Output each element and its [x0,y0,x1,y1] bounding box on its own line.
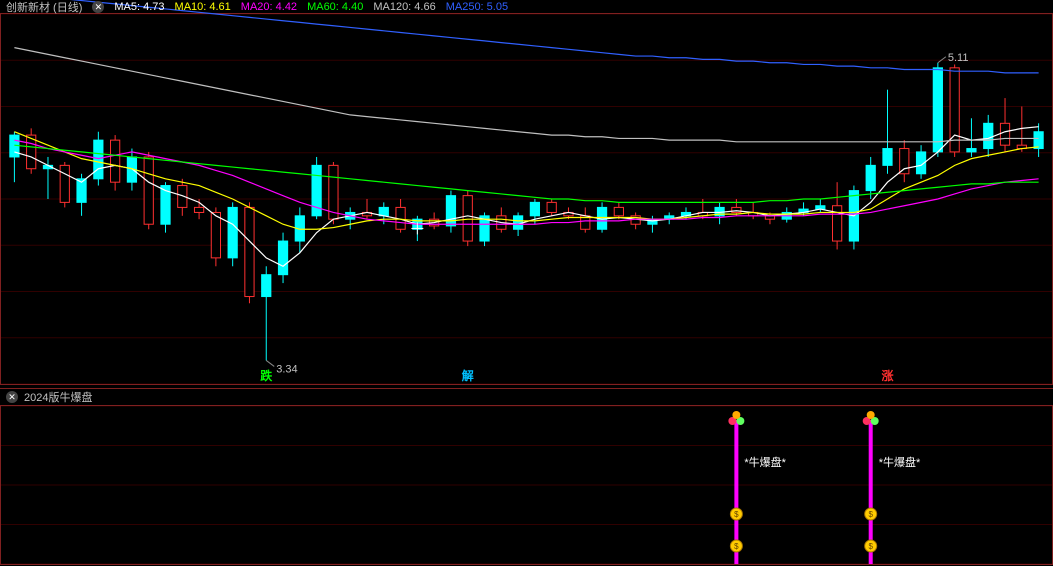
svg-text:$: $ [868,542,873,551]
symbol-name: 创新新材 (日线) [6,0,82,15]
signal-char: 解 [462,368,474,383]
close-chart-icon[interactable]: ✕ [92,1,104,13]
main-candlestick-chart[interactable]: 5.11 3.34跌 解 涨 [0,0,1053,388]
svg-text:$: $ [734,542,739,551]
ma-label: MA20: 4.42 [241,1,297,13]
svg-text:$: $ [734,510,739,519]
svg-text:3.34: 3.34 [276,363,297,375]
svg-text:$: $ [868,510,873,519]
close-indicator-icon[interactable]: ✕ [6,391,18,403]
ma-label: MA120: 4.66 [373,1,435,13]
signal-char: 涨 [881,368,893,383]
ma-line [14,48,1038,142]
ma-labels-group: MA5: 4.73 MA10: 4.61 MA20: 4.42 MA60: 4.40 M… [114,1,518,13]
indicator-header: ✕ 2024版牛爆盘 [0,388,1053,404]
ma-label: MA250: 5.05 [446,1,508,13]
ma-label: MA5: 4.73 [114,1,164,13]
ma-label: MA10: 4.61 [175,1,231,13]
signal-char: 跌 [260,368,273,383]
indicator-name: 2024版牛爆盘 [24,389,92,405]
main-chart-header: 创新新材 (日线) ✕ MA5: 4.73 MA10: 4.61 MA20: 4.4… [0,0,1053,14]
indicator-panel[interactable]: *牛爆盘* $ $ *牛爆盘* $ $ [0,388,1053,566]
ma-label: MA60: 4.40 [307,1,363,13]
pillar-label: *牛爆盘* [879,455,921,469]
candles-group [10,63,1043,361]
svg-text:5.11: 5.11 [948,52,969,64]
pillar-label: *牛爆盘* [744,455,786,469]
